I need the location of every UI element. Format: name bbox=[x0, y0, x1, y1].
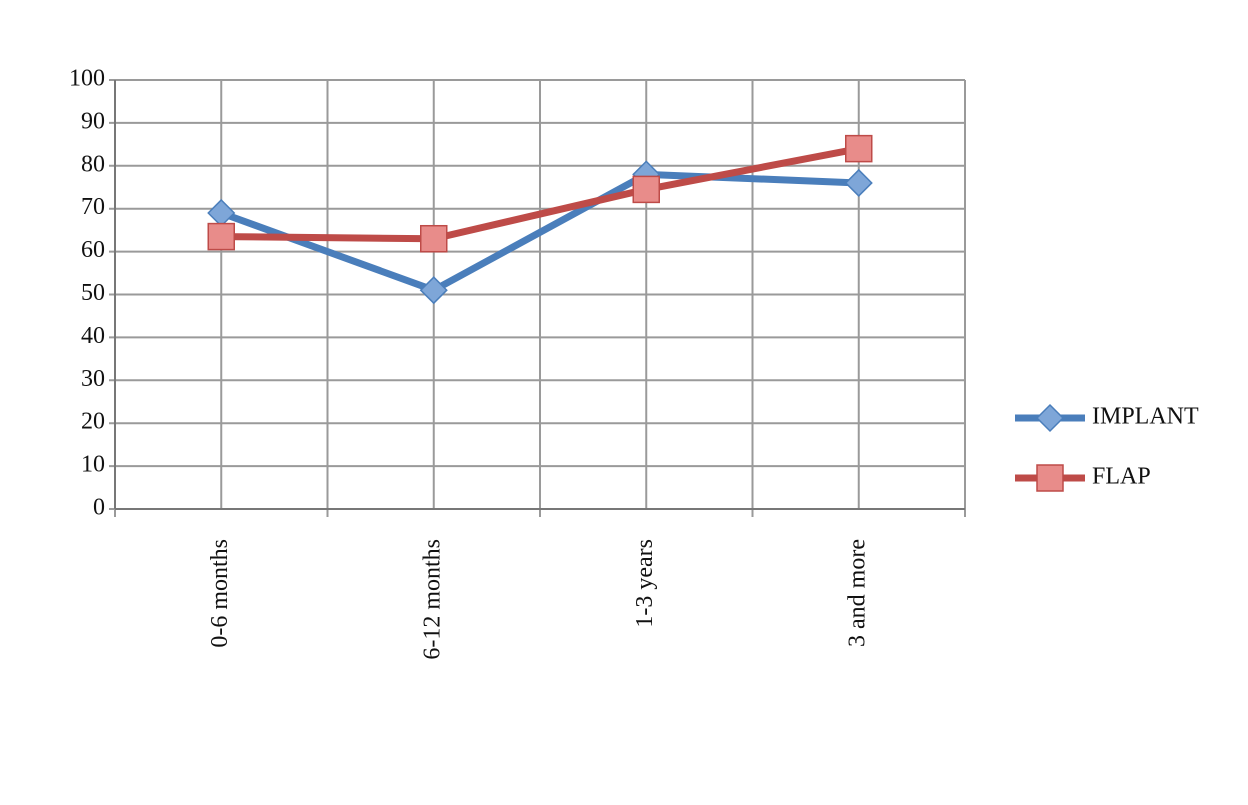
y-tick-label: 60 bbox=[81, 237, 105, 263]
point bbox=[845, 134, 873, 163]
legend-marker bbox=[1035, 403, 1065, 433]
point bbox=[419, 276, 448, 305]
point bbox=[844, 168, 873, 198]
y-tick-label: 100 bbox=[69, 66, 105, 92]
x-tick-label: 0-6 months bbox=[207, 539, 233, 648]
y-tick-label: 70 bbox=[81, 194, 105, 220]
y-tick-label: 90 bbox=[81, 108, 105, 134]
y-tick-label: 40 bbox=[81, 323, 105, 349]
y-tick-label: 0 bbox=[93, 495, 105, 521]
series-line bbox=[221, 145, 860, 243]
y-tick-label: 50 bbox=[81, 280, 105, 306]
y-tick-label: 10 bbox=[81, 452, 105, 478]
x-tick-label: 1-3 years bbox=[632, 539, 658, 628]
y-tick-label: 20 bbox=[81, 409, 105, 435]
series-line bbox=[220, 170, 859, 294]
point bbox=[207, 198, 236, 228]
x-tick-label: 6-12 months bbox=[419, 539, 445, 660]
y-tick-label: 30 bbox=[81, 366, 105, 392]
legend-label: IMPLANT bbox=[1092, 404, 1199, 430]
point bbox=[632, 175, 660, 204]
legend-label: FLAP bbox=[1092, 464, 1151, 490]
point bbox=[207, 222, 235, 251]
y-tick-label: 80 bbox=[81, 151, 105, 177]
point bbox=[420, 224, 448, 253]
x-tick-label: 3 and more bbox=[844, 539, 870, 647]
legend-marker bbox=[1036, 464, 1064, 492]
